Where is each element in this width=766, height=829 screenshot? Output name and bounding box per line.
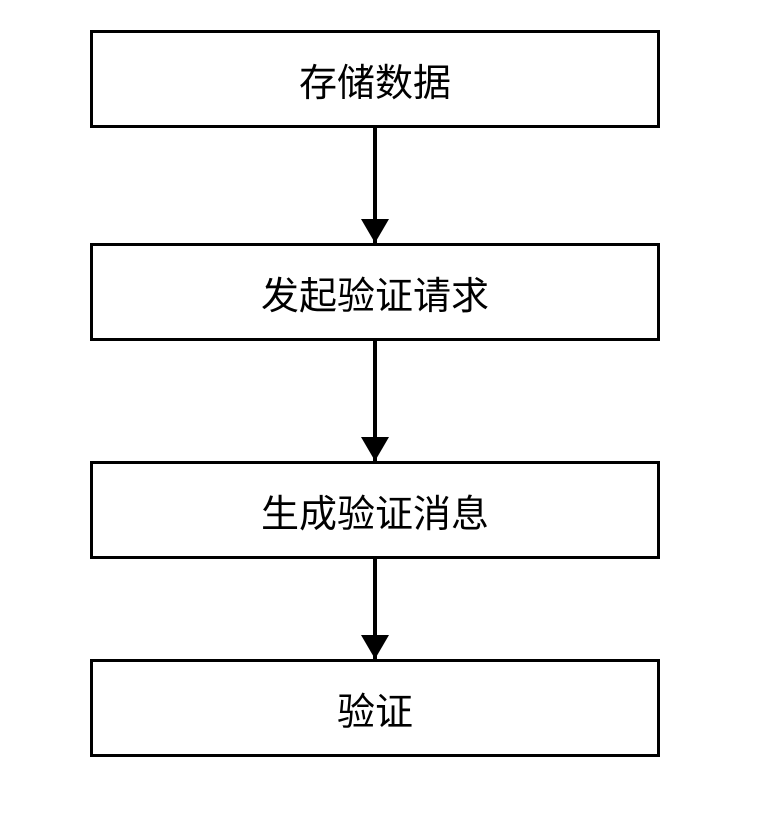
flowchart-node: 存储数据: [90, 30, 660, 128]
node-label: 存储数据: [299, 52, 451, 107]
arrow-head-icon: [361, 635, 389, 659]
flowchart-node: 生成验证消息: [90, 461, 660, 559]
node-label: 生成验证消息: [261, 483, 489, 538]
flowchart-node: 验证: [90, 659, 660, 757]
flowchart-arrow: [90, 559, 660, 659]
arrow-head-icon: [361, 437, 389, 461]
node-label: 发起验证请求: [261, 265, 489, 320]
flowchart-node: 发起验证请求: [90, 243, 660, 341]
flowchart-arrow: [90, 128, 660, 243]
arrow-head-icon: [361, 219, 389, 243]
node-label: 验证: [337, 681, 413, 736]
flowchart-container: 存储数据 发起验证请求 生成验证消息 验证: [90, 30, 660, 757]
flowchart-arrow: [90, 341, 660, 461]
